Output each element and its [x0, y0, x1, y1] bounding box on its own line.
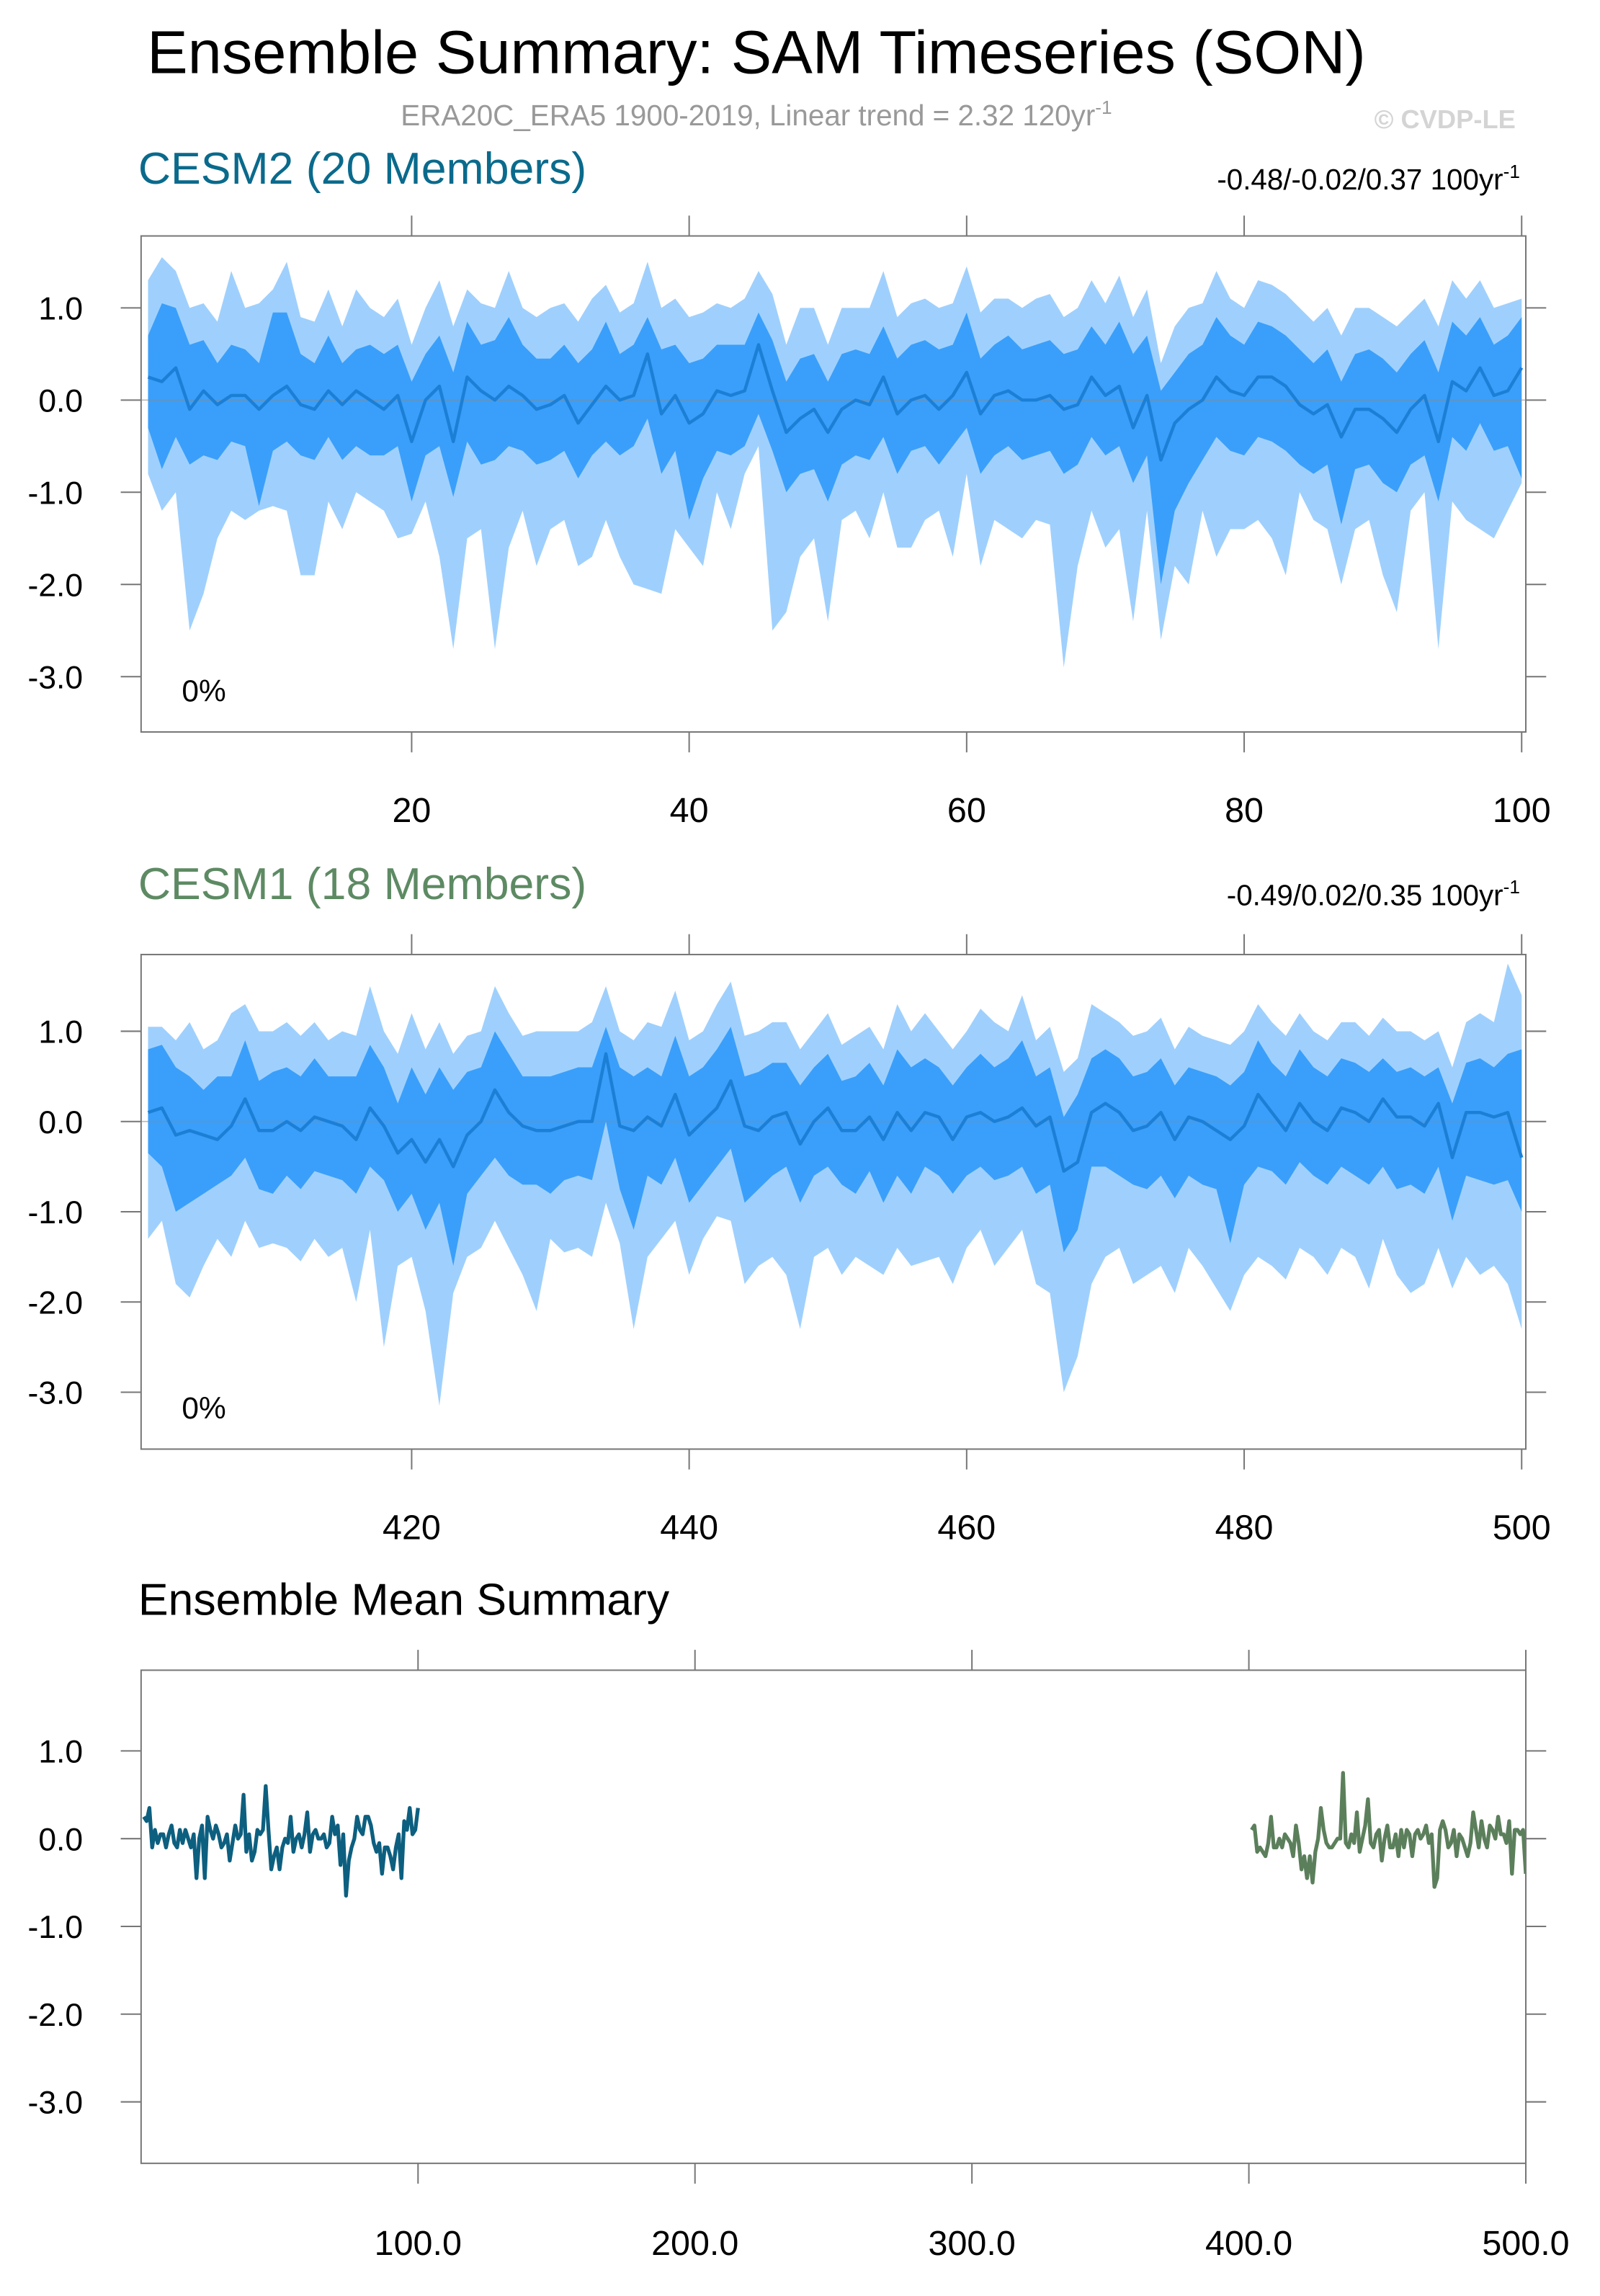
x-tick-label: 500	[1493, 1509, 1551, 1547]
panel: Ensemble Mean Summary 1.0 0.0 -1.0 -2.0 -3.0 1…	[28, 1575, 1570, 2263]
trend-exponent: -1	[1503, 161, 1520, 182]
x-tick-label: 400.0	[1205, 2224, 1292, 2263]
panel: CESM2 (20 Members) -0.48/-0.02/0.37 100yr…	[28, 143, 1551, 830]
spread-band	[148, 303, 1522, 585]
trend-text: -0.48/-0.02/0.37 100yr	[1217, 163, 1503, 196]
y-tick-label: -3.0	[28, 1376, 84, 1411]
y-tick-label: -2.0	[28, 1285, 84, 1321]
subtitle-text: ERA20C_ERA5 1900-2019, Linear trend = 2.…	[401, 99, 1095, 132]
annotation: 0%	[182, 1391, 225, 1425]
y-tick-label: -1.0	[28, 1910, 84, 1945]
trend-exponent: -1	[1503, 876, 1520, 898]
y-tick-label: 1.0	[38, 292, 83, 327]
series-line	[1250, 1771, 1527, 1889]
y-tick-label: 0.0	[38, 1822, 83, 1857]
plot-frame	[140, 1669, 1527, 2164]
x-tick-label: 20	[392, 791, 431, 830]
spread-band	[148, 1027, 1522, 1267]
x-tick-label: 420	[383, 1509, 441, 1547]
panel-title: CESM1 (18 Members)	[138, 859, 586, 909]
series-line	[142, 1784, 420, 1898]
plot-area	[140, 963, 1527, 1406]
x-tick-label: 40	[670, 791, 709, 830]
watermark: © CVDP-LE	[1375, 104, 1516, 134]
x-tick-label: 100.0	[375, 2224, 462, 2263]
plot-frame	[140, 953, 1527, 1450]
trend-text: -0.49/0.02/0.35 100yr	[1227, 878, 1503, 911]
y-tick-label: -1.0	[28, 475, 84, 511]
y-tick-label: -2.0	[28, 1998, 84, 2033]
y-tick-label: -1.0	[28, 1195, 84, 1230]
x-tick-label: 480	[1215, 1509, 1274, 1547]
y-tick-label: -3.0	[28, 2086, 84, 2121]
trend-label: -0.49/0.02/0.35 100yr-1	[1227, 876, 1520, 911]
plot-area	[142, 1771, 1527, 1898]
plot-frame	[140, 235, 1527, 733]
y-tick-label: -3.0	[28, 660, 84, 695]
figure-title: Ensemble Summary: SAM Timeseries (SON)	[147, 17, 1366, 86]
y-tick-label: -2.0	[28, 568, 84, 603]
figure-subtitle: ERA20C_ERA5 1900-2019, Linear trend = 2.…	[401, 97, 1112, 132]
plot-area	[140, 256, 1527, 668]
x-tick-label: 440	[660, 1509, 718, 1547]
y-tick-label: 1.0	[38, 1015, 83, 1050]
x-tick-label: 300.0	[929, 2224, 1016, 2263]
subtitle-exponent: -1	[1095, 97, 1112, 118]
x-tick-label: 460	[937, 1509, 996, 1547]
annotation: 0%	[182, 674, 225, 708]
y-tick-label: 0.0	[38, 1105, 83, 1140]
panel-title: Ensemble Mean Summary	[138, 1575, 670, 1625]
mean-line	[147, 343, 1524, 462]
x-tick-label: 60	[947, 791, 986, 830]
panel-title: CESM2 (20 Members)	[138, 143, 586, 194]
panel: CESM1 (18 Members) -0.49/0.02/0.35 100yr-…	[28, 859, 1551, 1547]
x-tick-label: 100	[1493, 791, 1551, 830]
x-tick-label: 500.0	[1482, 2224, 1569, 2263]
y-tick-label: 0.0	[38, 383, 83, 419]
x-tick-label: 200.0	[651, 2224, 738, 2263]
x-tick-label: 80	[1225, 791, 1264, 830]
trend-label: -0.48/-0.02/0.37 100yr-1	[1217, 161, 1520, 196]
y-tick-label: 1.0	[38, 1735, 83, 1770]
mean-line	[147, 1052, 1524, 1173]
